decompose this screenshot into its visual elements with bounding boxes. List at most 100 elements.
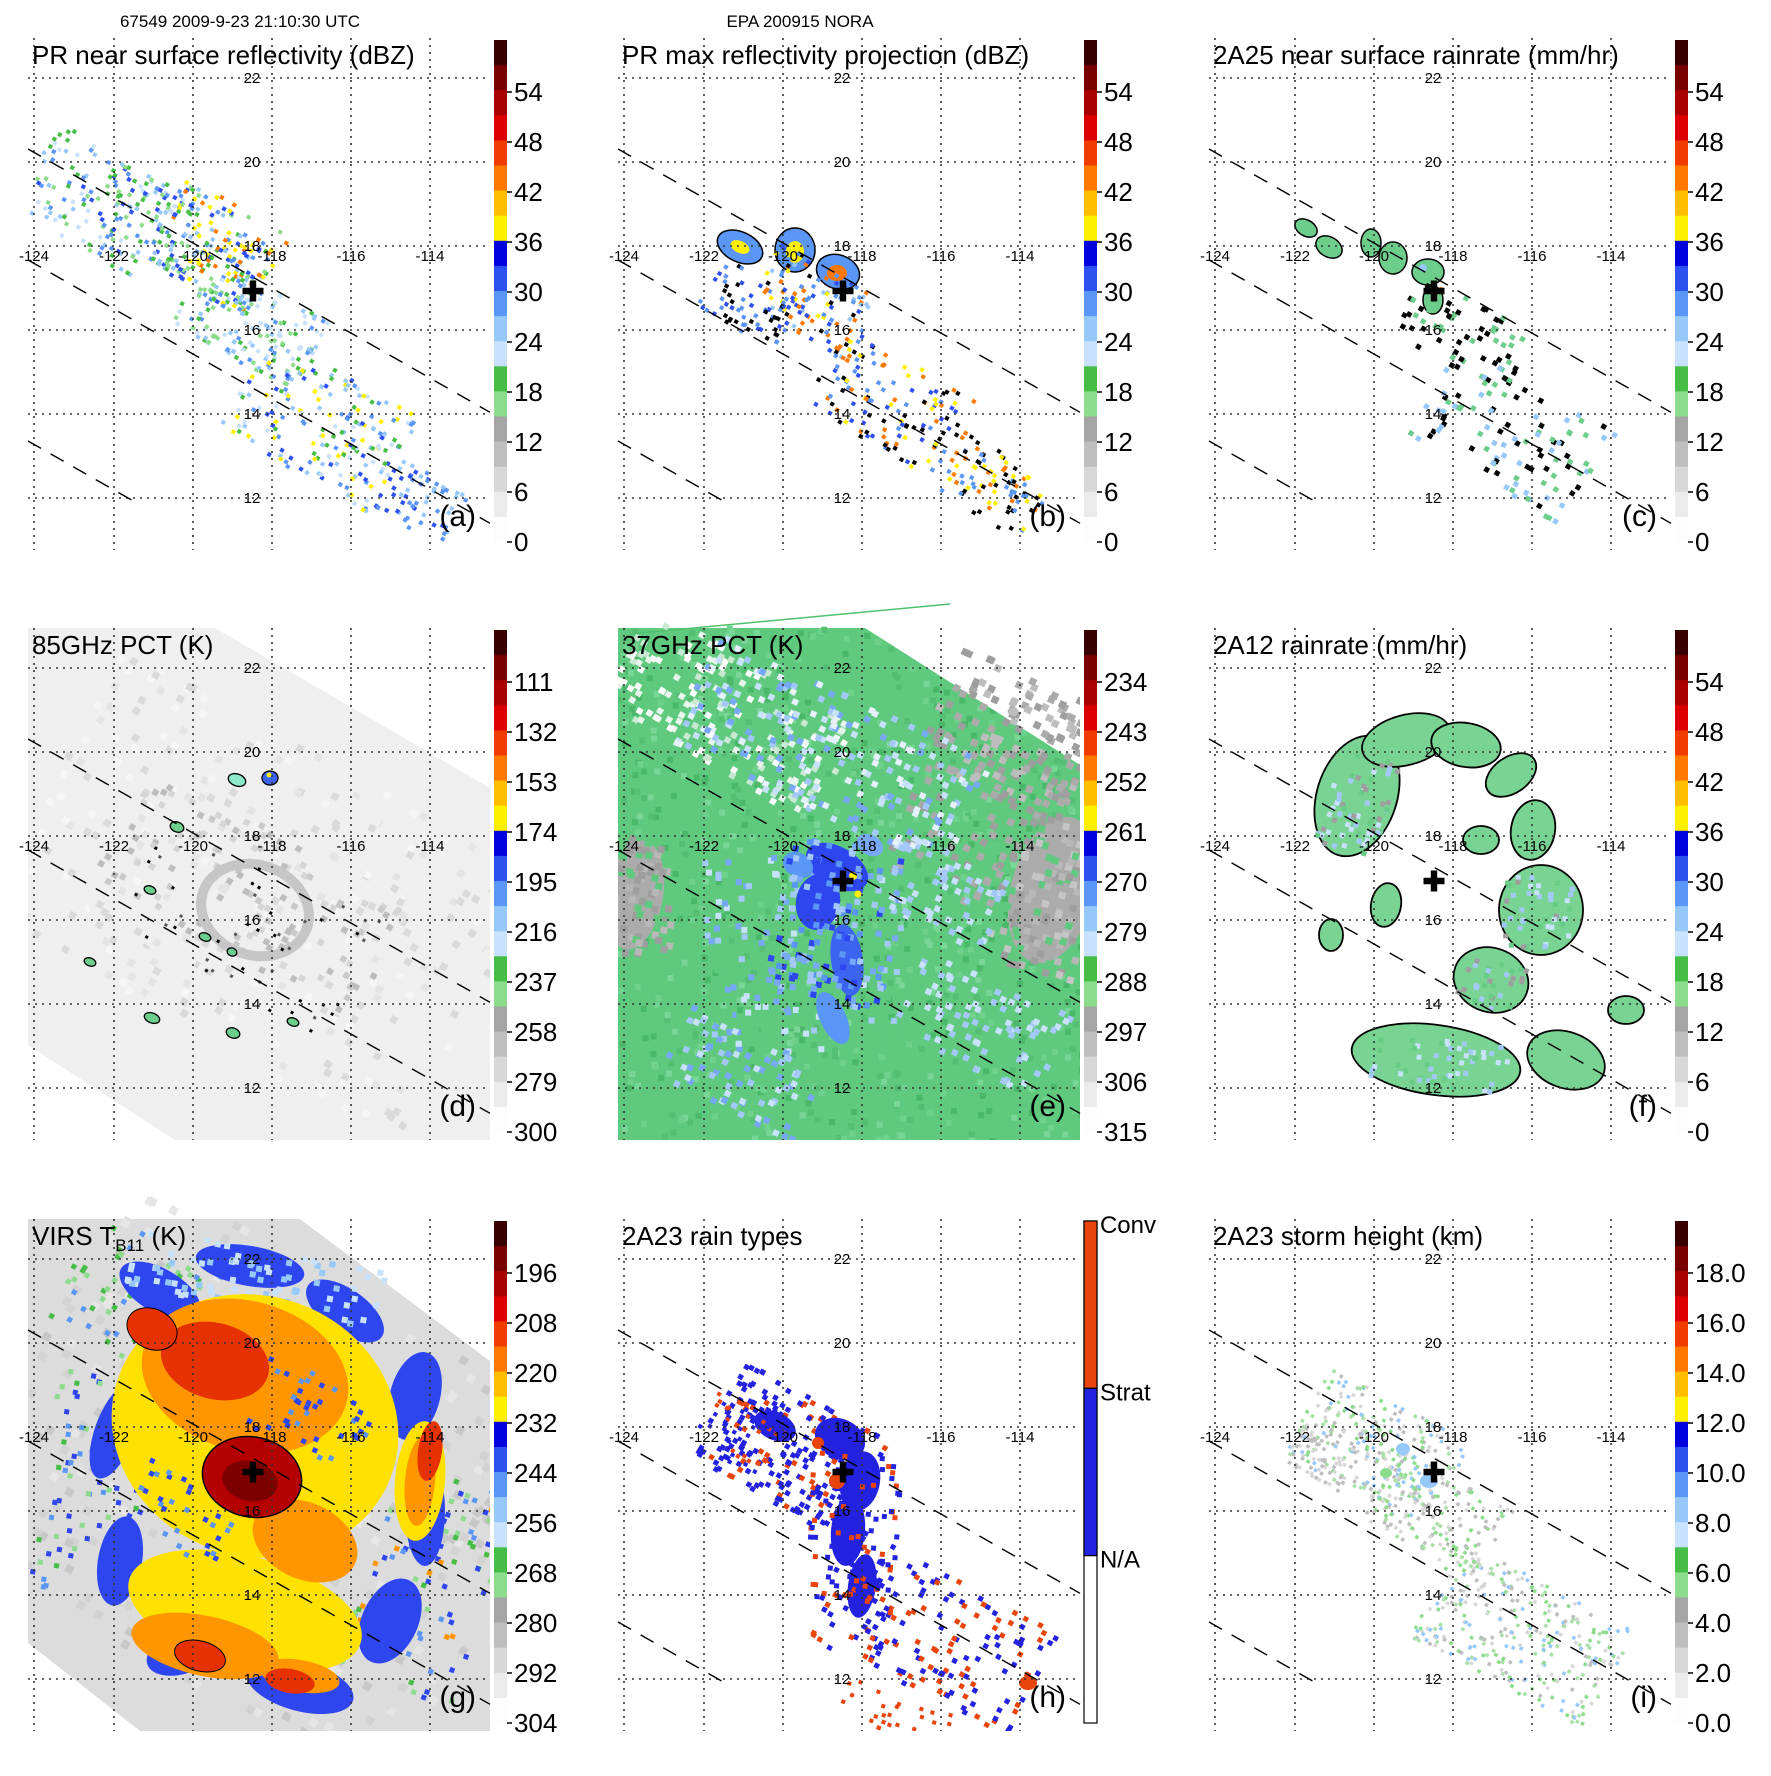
lat-label: 22: [244, 660, 261, 677]
colorbar-tick-label: 6.0: [1695, 1558, 1731, 1588]
lon-label: -122: [689, 838, 719, 855]
lat-label: 20: [1424, 1335, 1441, 1352]
map-blob: [1367, 881, 1404, 930]
lat-label: 12: [834, 1080, 851, 1097]
colorbar-tick-label: 297: [1104, 1017, 1147, 1047]
lon-label: -116: [1517, 248, 1546, 265]
colorbar-tick-label: 304: [514, 1708, 557, 1738]
colorbar-tick-label: 30: [1695, 277, 1724, 307]
colorbar-tick-label: 306: [1104, 1067, 1147, 1097]
colorbar-tick-label: 174: [514, 817, 557, 847]
lon-label: -116: [927, 248, 956, 265]
colorbar-tick-label: 111: [514, 667, 554, 697]
panel-letter: (f): [1628, 1090, 1656, 1123]
lat-label: 14: [244, 996, 261, 1013]
colorbar-tick-label: 48: [1695, 127, 1724, 157]
lat-label: 18: [1424, 238, 1441, 255]
colorbar-tick-label: 237: [514, 967, 557, 997]
lat-label: 20: [834, 1335, 851, 1352]
panel-d-map: -124-122-120-118-116-114222018161412(d)8…: [0, 590, 590, 1180]
lat-label: 16: [834, 912, 851, 929]
map-speckle-cluster: [1388, 270, 1538, 398]
lon-label: -118: [848, 838, 877, 855]
lon-label: -116: [927, 838, 956, 855]
lon-label: -124: [19, 248, 49, 265]
lon-label: -114: [1006, 838, 1035, 855]
colorbar-tick-label: 12: [514, 427, 543, 457]
lon-label: -114: [1596, 838, 1625, 855]
lon-label: -118: [258, 248, 287, 265]
colorbar-tick-label: 0: [1695, 1117, 1709, 1147]
colorbar-tick-label: 54: [1104, 77, 1133, 107]
panel-title: 2A12 rainrate (mm/hr): [1213, 630, 1467, 660]
map-features: [1281, 1363, 1636, 1730]
lon-label: -120: [768, 1429, 798, 1446]
colorbar-tick-label: 208: [514, 1308, 557, 1338]
lon-label: -122: [689, 248, 719, 265]
panel-letter: (e): [1030, 1090, 1067, 1123]
colorbar-tick-label: 270: [1104, 867, 1147, 897]
panel-letter: (b): [1030, 500, 1067, 533]
lat-label: 22: [1424, 660, 1441, 677]
lat-label: 18: [834, 1419, 851, 1436]
lon-label: -120: [768, 248, 798, 265]
lat-label: 20: [244, 744, 261, 761]
colorbar-tick-label: 6: [514, 477, 528, 507]
lon-label: -124: [19, 838, 49, 855]
colorbar-tick-label: 12: [1104, 427, 1133, 457]
lat-label: 18: [244, 828, 261, 845]
lat-label: 20: [834, 154, 851, 171]
colorbar-tick-label: 54: [1695, 667, 1724, 697]
lon-label: -120: [1359, 1429, 1389, 1446]
colorbar-tick-label: 292: [514, 1658, 557, 1688]
colorbar-tick-label: 16.0: [1695, 1308, 1746, 1338]
lat-label: 12: [834, 1671, 851, 1688]
colorbar-tick-label: 234: [1104, 667, 1147, 697]
lon-label: -122: [1280, 248, 1310, 265]
panel-title: VIRS TB11 (K): [32, 1221, 186, 1255]
colorbar-tick-label: 24: [514, 327, 543, 357]
colorbar-tick-label: 36: [1104, 227, 1133, 257]
colorbar-tick-label: 6: [1104, 477, 1118, 507]
colorbar-tick-label: 48: [514, 127, 543, 157]
lon-label: -118: [1438, 1429, 1467, 1446]
lat-label: 14: [834, 996, 851, 1013]
panel-title: PR max reflectivity projection (dBZ): [622, 40, 1029, 70]
map-speckle-cluster: [1407, 1537, 1636, 1730]
lon-label: -124: [19, 1429, 49, 1446]
colorbar-tick-label: 252: [1104, 767, 1147, 797]
lon-label: -118: [258, 838, 287, 855]
storm-center-marker: [1423, 871, 1444, 892]
lon-label: -114: [1006, 1429, 1035, 1446]
panel-h-map: -124-122-120-118-116-114222018161412(h)2…: [590, 1181, 1180, 1771]
lon-label: -122: [99, 1429, 129, 1446]
lon-label: -124: [609, 1429, 639, 1446]
lat-label: 22: [244, 1251, 261, 1268]
panel-letter: (a): [439, 500, 476, 533]
lon-label: -114: [1596, 1429, 1625, 1446]
colorbar-tick-label: 220: [514, 1358, 557, 1388]
lat-label: 18: [834, 238, 851, 255]
colorbar-tick-label: 36: [1695, 817, 1724, 847]
lon-label: -114: [1006, 248, 1035, 265]
map-blob: [1312, 231, 1346, 262]
map-speckle-cluster: [835, 1676, 956, 1755]
lon-label: -116: [927, 1429, 956, 1446]
colorbar-tick-label: 30: [514, 277, 543, 307]
colorbar-tick-label: 300: [514, 1117, 557, 1147]
lat-label: 14: [1424, 996, 1441, 1013]
lat-label: 20: [1424, 154, 1441, 171]
colorbar-tick-label: 4.0: [1695, 1608, 1731, 1638]
lon-label: -114: [416, 248, 445, 265]
panel-title: 85GHz PCT (K): [32, 630, 213, 660]
